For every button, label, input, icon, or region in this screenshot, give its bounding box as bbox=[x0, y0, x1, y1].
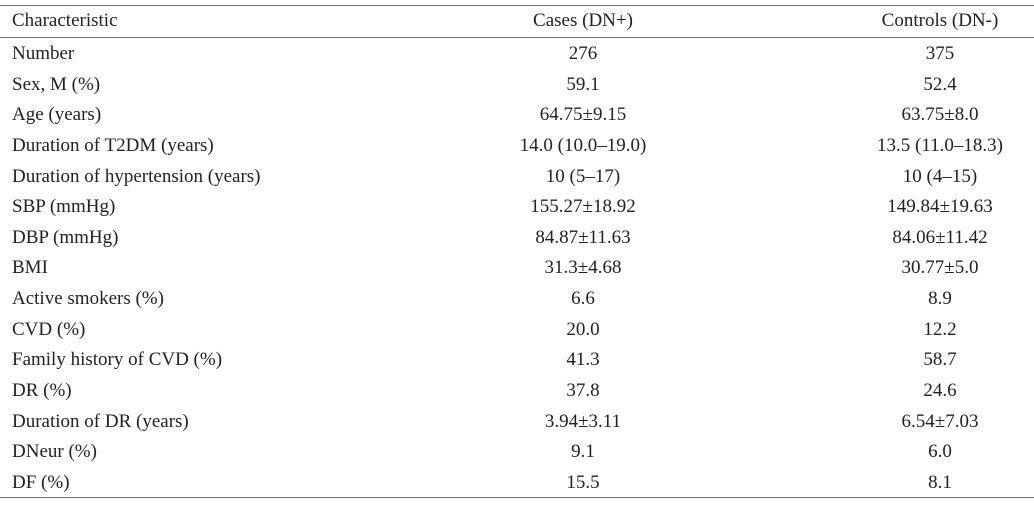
row-label: BMI bbox=[12, 257, 48, 279]
cell-value: 13.5 (11.0–18.3) bbox=[877, 134, 1003, 156]
cell-value: 8.9 bbox=[928, 288, 952, 310]
cell-value: 59.1 bbox=[566, 73, 600, 95]
cell-value: 84.87±11.63 bbox=[535, 226, 631, 248]
cell-value: 3.94±3.11 bbox=[544, 410, 622, 432]
cell-value: 24.6 bbox=[923, 380, 957, 402]
cell-value: 58.7 bbox=[923, 349, 957, 371]
header-cell: Characteristic bbox=[12, 10, 118, 31]
row-label: Family history of CVD (%) bbox=[12, 349, 223, 371]
cell-value: 9.1 bbox=[571, 441, 595, 463]
cell-value: 37.8 bbox=[566, 380, 600, 402]
cell-value: 14.0 (10.0–19.0) bbox=[519, 134, 647, 156]
row-label: Duration of hypertension (years) bbox=[12, 165, 261, 187]
cell-value: 31.3±4.68 bbox=[544, 257, 622, 279]
cell-value: 6.0 bbox=[928, 441, 952, 463]
row-label: DF (%) bbox=[12, 471, 70, 493]
row-label: SBP (mmHg) bbox=[12, 196, 116, 218]
cell-value: 276 bbox=[568, 43, 598, 64]
row-label: Duration of DR (years) bbox=[12, 410, 189, 432]
row-label: Number bbox=[12, 43, 75, 64]
cell-value: 12.2 bbox=[923, 318, 957, 340]
cell-value: 8.1 bbox=[928, 471, 952, 493]
cell-value: 20.0 bbox=[566, 318, 600, 340]
row-label: DR (%) bbox=[12, 380, 72, 402]
row-label: Sex, M (%) bbox=[12, 73, 101, 95]
cell-value: 63.75±8.0 bbox=[901, 104, 979, 126]
cell-value: 41.3 bbox=[566, 349, 600, 371]
cell-value: 375 bbox=[925, 43, 955, 64]
cell-value: 64.75±9.15 bbox=[539, 104, 627, 126]
cell-value: 155.27±18.92 bbox=[530, 196, 636, 218]
row-label: DBP (mmHg) bbox=[12, 226, 119, 248]
bottom-rule bbox=[0, 497, 1034, 498]
cell-value: 10 (5–17) bbox=[545, 165, 621, 187]
cell-value: 15.5 bbox=[566, 471, 600, 493]
header-cell: Cases (DN+) bbox=[533, 10, 633, 31]
header-rule bbox=[0, 37, 1034, 38]
cell-value: 6.54±7.03 bbox=[901, 410, 979, 432]
header-cell: Controls (DN-) bbox=[881, 10, 999, 31]
row-label: Active smokers (%) bbox=[12, 288, 164, 310]
row-label: DNeur (%) bbox=[12, 441, 97, 463]
row-label: Duration of T2DM (years) bbox=[12, 134, 214, 156]
cell-value: 149.84±19.63 bbox=[887, 196, 993, 218]
row-label: Age (years) bbox=[12, 104, 102, 126]
cell-value: 30.77±5.0 bbox=[901, 257, 979, 279]
cell-value: 10 (4–15) bbox=[902, 165, 978, 187]
cell-value: 6.6 bbox=[571, 288, 595, 310]
cell-value: 52.4 bbox=[923, 73, 957, 95]
row-label: CVD (%) bbox=[12, 318, 86, 340]
top-rule bbox=[0, 5, 1034, 6]
cell-value: 84.06±11.42 bbox=[892, 226, 988, 248]
